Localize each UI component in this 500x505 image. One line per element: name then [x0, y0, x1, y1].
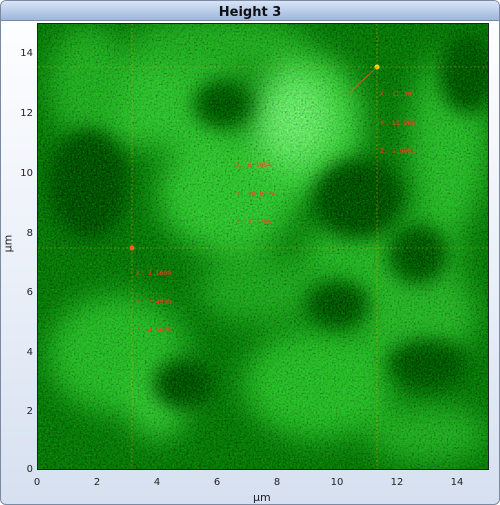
window-title: Height 3	[218, 5, 282, 20]
x-tick: 4	[153, 477, 161, 488]
x-tick: 14	[450, 477, 464, 488]
y-tick: 0	[26, 464, 33, 475]
height-map-canvas[interactable]	[38, 24, 488, 469]
marker-label-1: X: 3.1609 Y: 7.4939 Z: 4.5626	[136, 250, 171, 355]
marker-3-x: X: 11.301	[380, 90, 416, 98]
marker-label-3: X: 11.301 Y: 13.566 Z: 1.9091	[380, 71, 415, 176]
marker-1-x: X: 3.1609	[136, 269, 172, 277]
x-axis-label: µm	[253, 491, 271, 504]
marker-3-y: Y: 13.566	[380, 118, 416, 127]
y-tick: 6	[26, 287, 33, 298]
x-tick: 6	[213, 477, 221, 488]
marker-point-1[interactable]	[129, 245, 135, 251]
x-tick: 8	[273, 477, 281, 488]
height-map-image[interactable]: X: 3.1609 Y: 7.4939 Z: 4.5626 X: 6.1654 …	[37, 23, 489, 470]
marker-2-y: Y: 10.8774	[236, 189, 276, 198]
y-tick: 14	[20, 48, 33, 59]
y-tick: 2	[26, 406, 33, 417]
y-tick: 12	[20, 108, 33, 119]
title-bar[interactable]: Height 3	[1, 1, 499, 21]
y-tick: 4	[26, 347, 33, 358]
marker-1-y: Y: 7.4939	[136, 297, 172, 306]
marker-1-z: Z: 4.5626	[136, 326, 172, 334]
y-tick: 8	[26, 228, 33, 239]
x-tick: 10	[330, 477, 344, 488]
y-tick: 10	[20, 168, 33, 179]
marker-2-x: X: 6.1654	[236, 161, 272, 169]
x-tick: 0	[33, 477, 41, 488]
x-tick: 12	[390, 477, 404, 488]
marker-2-z: Z: 3.1766	[236, 218, 272, 226]
y-axis-label: µm	[1, 234, 15, 253]
x-tick: 2	[93, 477, 101, 488]
marker-label-2: X: 6.1654 Y: 10.8774 Z: 3.1766	[236, 142, 275, 247]
marker-3-z: Z: 1.9091	[380, 147, 416, 155]
marker-leader-line	[347, 66, 378, 95]
